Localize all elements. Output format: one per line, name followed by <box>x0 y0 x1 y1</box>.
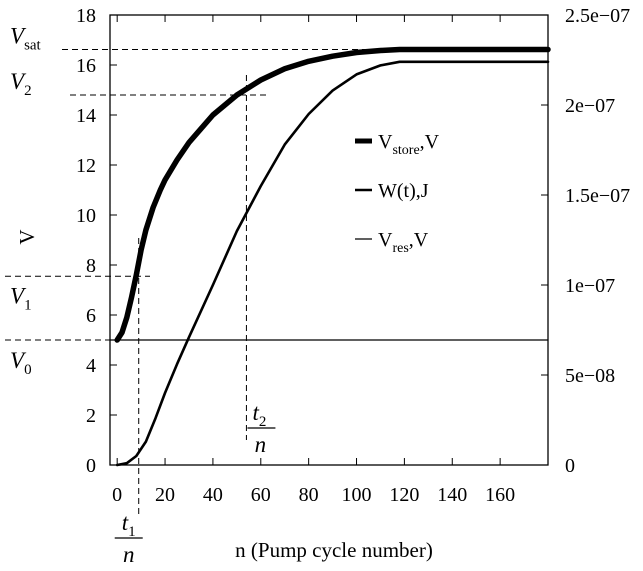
x-tick-label: 0 <box>112 484 122 506</box>
y-tick-label: 12 <box>76 155 96 177</box>
svg-text:t1: t1 <box>122 510 136 540</box>
x-tick-label: 60 <box>251 484 271 506</box>
x-tick-label: 80 <box>299 484 319 506</box>
x-tick-label: 140 <box>437 484 467 506</box>
x-tick-label: 20 <box>155 484 175 506</box>
annotation-t1-over-n: t1 n <box>114 510 143 567</box>
y-tick-label: 16 <box>76 55 96 77</box>
annotation-v-0: V0 <box>10 348 32 378</box>
reference-dashed-lines <box>5 49 400 518</box>
y-axis-label: V <box>15 229 39 244</box>
svg-text:t2: t2 <box>252 400 266 430</box>
legend-label-vres: Vres,V <box>378 229 429 256</box>
annotation-v-2: V2 <box>10 69 32 99</box>
x-tick-label: 160 <box>485 484 515 506</box>
x-axis-label: n (Pump cycle number) <box>235 538 433 562</box>
svg-text:n: n <box>123 542 135 567</box>
y2-tick-label: 2e−07 <box>565 95 615 117</box>
y-tick-label: 10 <box>76 205 96 227</box>
series-line-vstore <box>114 46 551 343</box>
y-tick-label: 18 <box>76 5 96 27</box>
series-lines <box>109 46 551 467</box>
y2-tick-label: 5e−08 <box>565 365 615 387</box>
x-tick-label: 100 <box>342 484 372 506</box>
y-tick-label: 0 <box>86 455 96 477</box>
legend-label-work: W(t),J <box>378 180 429 202</box>
series-line-work <box>115 60 550 467</box>
plot-frame <box>109 14 549 466</box>
svg-text:n: n <box>255 432 267 457</box>
y-tick-label: 2 <box>86 405 96 427</box>
y2-tick-label: 2.5e−07 <box>565 5 630 27</box>
x-tick-label: 120 <box>389 484 419 506</box>
y-tick-label: 14 <box>76 105 96 127</box>
y2-tick-label: 1.5e−07 <box>565 185 630 207</box>
y-tick-label: 8 <box>86 255 96 277</box>
y-tick-label: 6 <box>86 305 96 327</box>
annotation-t2-over-n: t2 n <box>247 400 276 457</box>
y2-tick-label: 1e−07 <box>565 275 615 297</box>
annotation-v-sat: Vsat <box>10 24 42 54</box>
annotation-v-1: V1 <box>10 283 32 313</box>
y2-tick-label: 0 <box>565 455 575 477</box>
axis-ticks: 0 20 40 60 80 100 120 140 160 0 2 4 6 8 10 12 14 16 18 0 5e−… <box>76 5 630 506</box>
x-tick-label: 40 <box>203 484 223 506</box>
y-tick-label: 4 <box>86 355 96 377</box>
legend: Vstore,V W(t),J Vres,V <box>355 131 440 256</box>
legend-label-vstore: Vstore,V <box>378 131 440 158</box>
